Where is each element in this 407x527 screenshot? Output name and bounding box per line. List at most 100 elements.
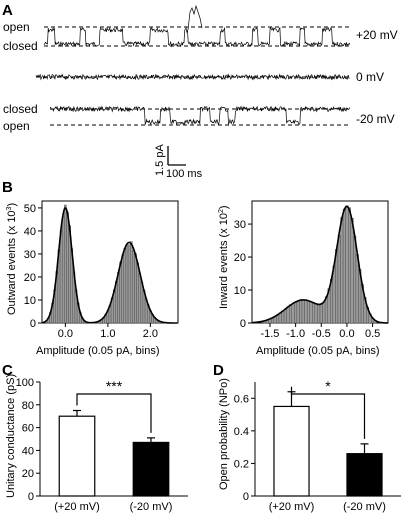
outward-ylabel: Outward events (x 103) xyxy=(6,203,18,315)
open-probability-bar-chart: (+20 mV) (-20 mV) 0 0.2 0.4 0.6 * xyxy=(234,378,401,513)
histogram-bin xyxy=(332,265,336,324)
histogram-bin xyxy=(138,273,142,324)
histogram-bin xyxy=(350,218,354,324)
x-tick-label: 0.0 xyxy=(58,328,73,340)
trace2-voltage: 0 mV xyxy=(356,70,384,84)
histogram-bin xyxy=(61,215,65,324)
conductance-bar-chart: (+20 mV) (-20 mV) 0 20 40 60 80 100 *** xyxy=(16,377,188,513)
histogram-bin xyxy=(281,311,285,324)
trace1-signal xyxy=(43,4,351,48)
y-tick-label: 100 xyxy=(16,377,34,389)
gaussian-fit-curve xyxy=(41,207,178,324)
histogram-bin xyxy=(355,254,359,324)
panel-b-letter: B xyxy=(2,179,13,196)
histogram-bin xyxy=(117,272,120,324)
y-tick-label: 80 xyxy=(22,400,34,412)
bar xyxy=(58,415,96,497)
y-tick-label: 30 xyxy=(234,219,246,231)
y-tick-label: 0.6 xyxy=(234,393,249,405)
y-tick-label: 30 xyxy=(24,249,36,261)
y-tick-label: 10 xyxy=(24,295,36,307)
panel-c-letter: C xyxy=(2,362,13,379)
histogram-bin xyxy=(345,205,349,324)
histogram-bin xyxy=(312,302,316,324)
histogram-bin xyxy=(304,299,308,324)
trace1-closed-label: closed xyxy=(3,39,38,53)
histogram-bin xyxy=(121,254,125,324)
histogram-bin xyxy=(125,244,129,324)
inward-histogram: -1.5 -1.0 -0.5 0.0 0.5 0 10 20 30 xyxy=(234,200,389,340)
scalebar-time: 100 ms xyxy=(166,168,203,180)
conductance-ylabel: Unitary conductance (pS) xyxy=(5,374,17,498)
y-tick-label: 0 xyxy=(28,491,34,503)
category-label: (+20 mV) xyxy=(54,501,100,513)
x-tick-label: 0.5 xyxy=(365,328,380,340)
category-label: (+20 mV) xyxy=(269,501,315,513)
trace1-open-label: open xyxy=(3,20,30,34)
histogram-bin xyxy=(66,211,69,324)
y-tick-label: 60 xyxy=(22,423,34,435)
histogram-bin xyxy=(134,253,137,324)
histogram-bin xyxy=(319,303,323,324)
y-tick-label: 40 xyxy=(24,226,36,238)
histogram-bin xyxy=(299,299,303,324)
y-tick-label: 10 xyxy=(234,285,246,297)
panel-d-letter: D xyxy=(213,362,224,379)
bar xyxy=(132,441,170,497)
significance-bracket xyxy=(290,386,366,439)
y-tick-label: 20 xyxy=(24,272,36,284)
outward-xlabel: Amplitude (0.05 pA, bins) xyxy=(36,345,160,357)
trace1-voltage: +20 mV xyxy=(356,28,398,42)
histogram-bin xyxy=(314,303,318,324)
inward-xlabel: Amplitude (0.05 pA, bins) xyxy=(256,345,380,357)
trace2-signal xyxy=(35,73,350,81)
x-tick-label: -1.5 xyxy=(260,328,279,340)
histogram-bin xyxy=(309,301,313,324)
significance-marker: * xyxy=(325,378,331,394)
scalebar-current: 1.5 pA xyxy=(154,144,166,176)
outward-histogram: 0.0 1.0 2.0 0 10 20 30 40 50 xyxy=(24,200,179,340)
histogram-bin xyxy=(283,309,287,324)
histogram-bin xyxy=(340,217,344,324)
histogram-bin xyxy=(59,229,63,324)
histogram-bin xyxy=(296,301,300,324)
histogram-bin xyxy=(286,306,290,324)
y-tick-label: 0.2 xyxy=(234,458,249,470)
histogram-bin xyxy=(119,261,122,324)
significance-marker: *** xyxy=(106,378,123,394)
histogram-bin xyxy=(278,312,282,324)
x-tick-label: 2.0 xyxy=(143,328,158,340)
category-label: (-20 mV) xyxy=(130,501,173,513)
y-tick-label: 0 xyxy=(30,318,36,330)
histogram-bin xyxy=(132,250,135,324)
trace3-signal xyxy=(49,105,350,126)
histogram-bin xyxy=(64,204,67,324)
histogram-bin xyxy=(301,299,305,324)
open-probability-ylabel: Open probability (NPo) xyxy=(218,378,230,490)
trace3-open-label: open xyxy=(3,119,30,133)
y-tick-label: 0 xyxy=(243,491,249,503)
histogram-bin xyxy=(289,304,292,324)
y-tick-label: 40 xyxy=(22,445,34,457)
histogram-bin xyxy=(322,302,326,324)
trace3-voltage: -20 mV xyxy=(356,112,395,126)
gaussian-fit-curve xyxy=(252,205,389,324)
y-tick-label: 0 xyxy=(240,318,246,330)
bar xyxy=(346,453,383,497)
histogram-bin xyxy=(129,241,133,324)
histogram-bin xyxy=(342,208,346,324)
y-tick-label: 0.4 xyxy=(234,426,249,438)
histogram-bin xyxy=(123,248,127,324)
bar xyxy=(273,405,310,497)
histogram-bin xyxy=(140,282,144,324)
x-tick-label: 1.0 xyxy=(100,328,115,340)
inward-ylabel: Inward events (x 102) xyxy=(218,205,230,309)
histogram-bin xyxy=(335,249,339,324)
histogram-bin xyxy=(337,234,341,324)
y-tick-label: 20 xyxy=(234,252,246,264)
histogram-bin xyxy=(127,244,131,324)
histogram-bin xyxy=(317,304,321,324)
panel-a-letter: A xyxy=(2,2,13,19)
significance-bracket xyxy=(76,393,152,433)
